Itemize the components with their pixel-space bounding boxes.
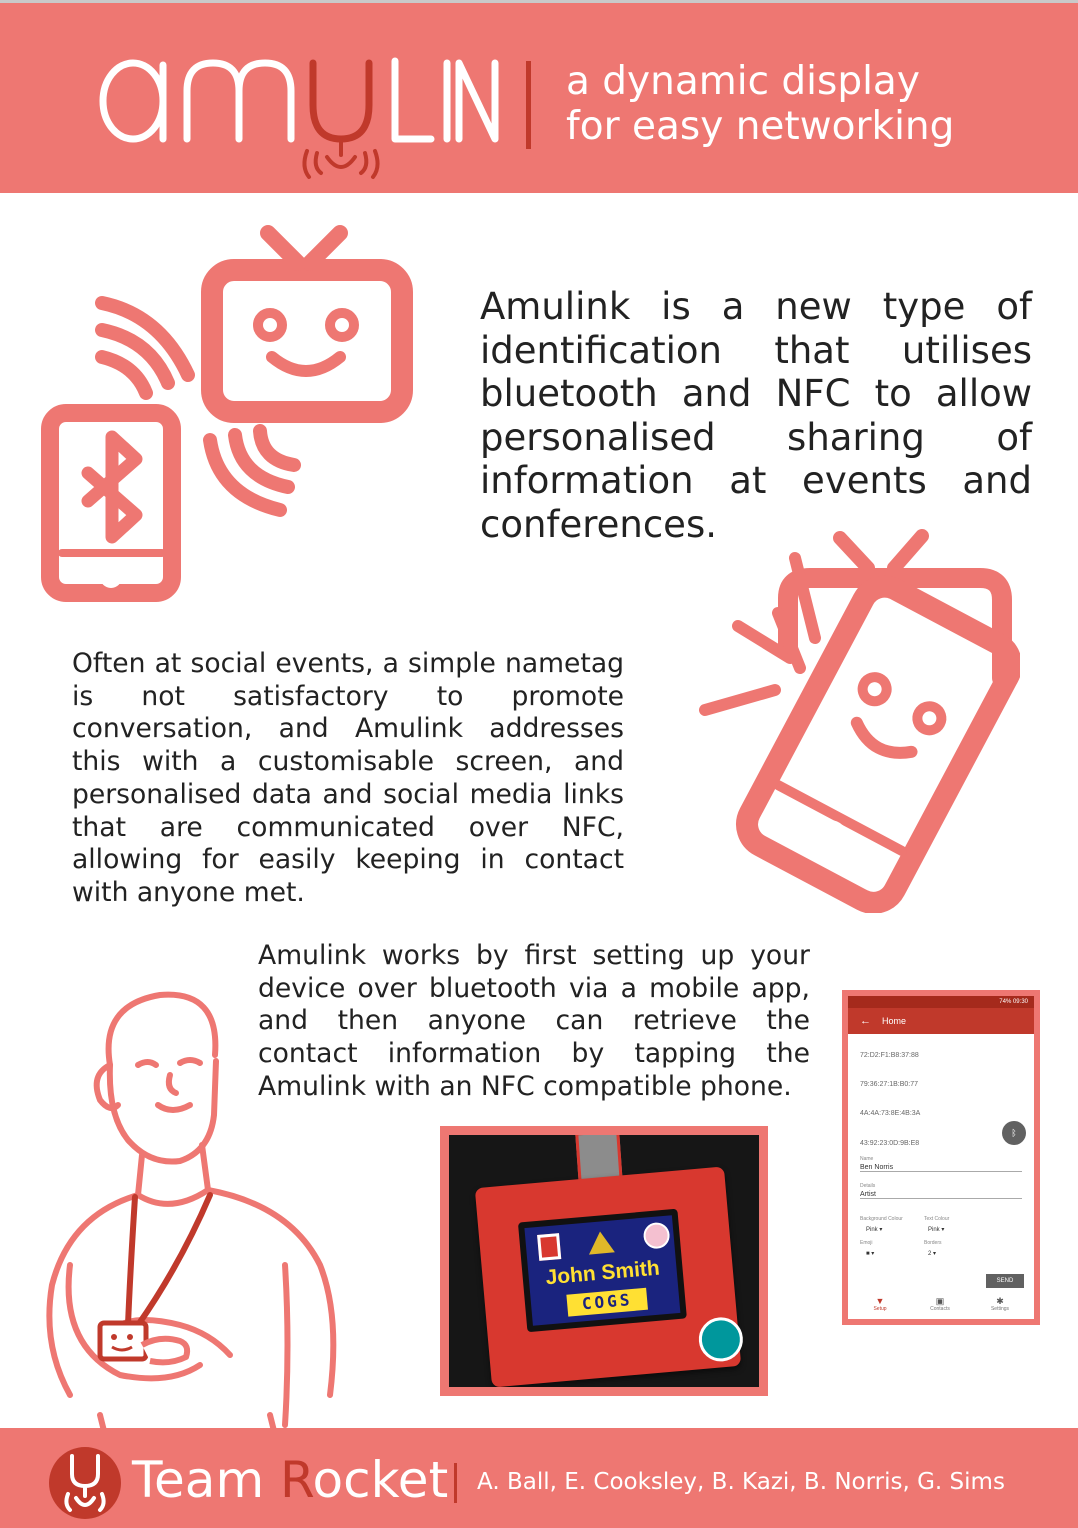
contacts-icon: ▣ [935, 1296, 945, 1306]
back-arrow-icon[interactable]: ← [860, 1015, 871, 1027]
app-status-bar: 74% 09:30 [848, 996, 1034, 1008]
team-logo-icon [49, 1447, 121, 1519]
team-name-accent: R [280, 1451, 313, 1509]
app-title: Home [882, 1016, 907, 1026]
text-colour-label: Text Colour [924, 1216, 950, 1222]
details-field[interactable]: Artist [860, 1191, 1022, 1199]
device-item[interactable]: 72:D2:F1:B8:37:88 [860, 1052, 919, 1059]
person-illustration [46, 991, 337, 1435]
details-label: Details [860, 1183, 876, 1189]
tagline-line-1: a dynamic display [566, 59, 920, 104]
footer-divider [454, 1463, 457, 1503]
app-toolbar: ← Home [848, 1008, 1034, 1034]
nav-settings-label: Settings [990, 1306, 1010, 1312]
nfc-tap-phone-illustration [699, 529, 1020, 913]
bg-colour-value: Pink [866, 1227, 878, 1233]
send-button[interactable]: SEND [986, 1274, 1024, 1288]
team-name: Team Rocket [132, 1448, 448, 1512]
bluetooth-connection-illustration [41, 225, 413, 602]
intro-paragraph: Amulink is a new type of identification … [480, 285, 1032, 546]
emoji-select[interactable]: ■ ▾ [866, 1251, 875, 1257]
cogs-logo: COGS [566, 1287, 648, 1317]
app-screen: 74% 09:30 ← Home 72:D2:F1:B8:37:88 79:36… [848, 996, 1034, 1319]
bg-colour-label: Background Colour [860, 1216, 903, 1222]
borders-value: 2 [928, 1251, 932, 1257]
badge-device: John Smith COGS [474, 1166, 745, 1387]
badge-photo: John Smith COGS [440, 1126, 768, 1396]
team-name-prefix: Team [132, 1451, 281, 1509]
nav-settings[interactable]: ✱ Settings [980, 1296, 1020, 1312]
header-divider [526, 61, 531, 149]
badge-screen: John Smith COGS [517, 1208, 687, 1333]
name-label: Name [860, 1156, 874, 1162]
amulink-logo [99, 57, 499, 179]
bluetooth-fab-icon[interactable]: ᛒ [1002, 1121, 1026, 1145]
authors-list: A. Ball, E. Cooksley, B. Kazi, B. Norris… [477, 1469, 1005, 1495]
setup-icon: ▼ [875, 1296, 885, 1306]
triforce-icon [587, 1230, 615, 1255]
device-item[interactable]: 43:92:23:0D:9B:E8 [860, 1140, 920, 1147]
tagline: a dynamic display for easy networking [566, 59, 1046, 149]
borders-label: Borders [924, 1240, 942, 1246]
settings-icon: ✱ [996, 1296, 1004, 1306]
header-banner: a dynamic display for easy networking [0, 0, 1078, 193]
emoji-label: Emoji [860, 1240, 873, 1246]
text-colour-select[interactable]: Pink ▾ [928, 1227, 945, 1233]
footer-banner: Team Rocket A. Ball, E. Cooksley, B. Kaz… [0, 1428, 1078, 1528]
problem-paragraph: Often at social events, a simple nametag… [72, 648, 624, 908]
name-field[interactable]: Ben Norris [860, 1164, 1022, 1172]
nav-contacts-label: Contacts [930, 1306, 950, 1312]
app-screenshot: 74% 09:30 ← Home 72:D2:F1:B8:37:88 79:36… [842, 990, 1040, 1325]
tagline-line-2: for easy networking [566, 104, 955, 149]
nav-setup[interactable]: ▼ Setup [860, 1296, 900, 1312]
badge-name-text: John Smith [544, 1256, 661, 1290]
device-item[interactable]: 79:36:27:1B:B0:77 [860, 1081, 918, 1088]
pixel-character-icon [537, 1233, 562, 1261]
nav-setup-label: Setup [873, 1306, 887, 1312]
kirby-icon [642, 1221, 671, 1250]
badge-photo-inner: John Smith COGS [449, 1135, 759, 1387]
how-it-works-paragraph: Amulink works by first setting up your d… [258, 940, 810, 1102]
text-colour-value: Pink [928, 1227, 940, 1233]
arduino-sticker-icon [697, 1315, 745, 1364]
bg-colour-select[interactable]: Pink ▾ [866, 1227, 883, 1233]
device-item[interactable]: 4A:4A:73:8E:4B:3A [860, 1110, 921, 1117]
borders-select[interactable]: 2 ▾ [928, 1251, 937, 1257]
team-name-suffix: ocket [312, 1451, 449, 1509]
nav-contacts[interactable]: ▣ Contacts [920, 1296, 960, 1312]
